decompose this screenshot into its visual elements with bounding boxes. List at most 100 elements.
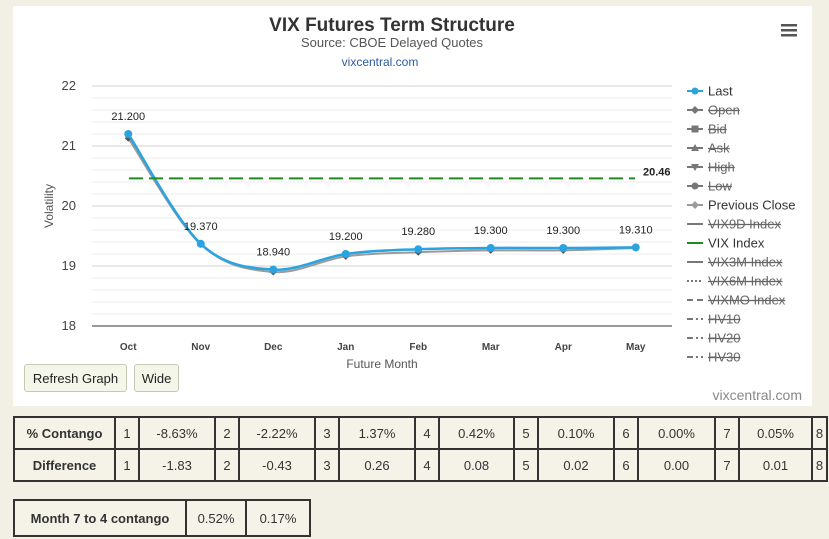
table-cell: 0.00% (637, 416, 716, 450)
last-data-label: 19.280 (401, 226, 435, 238)
difference-row: Difference 1 -1.83 2 -0.43 3 0.26 4 0.08… (13, 448, 828, 482)
difference-label: Difference (13, 448, 116, 482)
table-cell: 0.05% (738, 416, 813, 450)
last-point (486, 244, 495, 252)
table-cell: 8 (811, 448, 828, 482)
contango-row: % Contango 1 -8.63% 2 -2.22% 3 1.37% 4 0… (13, 416, 828, 450)
contango-label: % Contango (13, 416, 116, 450)
table-cell: 7 (714, 448, 740, 482)
legend-item-label: HV10 (708, 312, 741, 327)
legend-item-label: VIX6M Index (708, 274, 783, 289)
last-point (341, 250, 350, 258)
table-cell: 8 (811, 416, 828, 450)
x-axis-title: Future Month (346, 357, 417, 371)
last-data-label: 18.940 (256, 247, 290, 259)
table-cell: 0.10% (537, 416, 615, 450)
y-tick-label: 19 (62, 258, 76, 273)
last-point (124, 130, 133, 138)
table-cell: 6 (613, 448, 639, 482)
month-7-to-4-row: Month 7 to 4 contango 0.52% 0.17% (13, 499, 311, 537)
last-point (559, 244, 568, 252)
legend-item-label: High (708, 160, 735, 175)
site-link[interactable]: vixcentral.com (342, 55, 419, 69)
y-tick-label: 18 (62, 318, 76, 333)
legend-item-label: VIX3M Index (708, 255, 783, 270)
x-tick-label: Nov (191, 342, 210, 353)
legend-item-label: HV20 (708, 331, 741, 346)
y-tick-label: 20 (62, 198, 76, 213)
table-cell: 1 (114, 416, 140, 450)
wide-label: Wide (141, 370, 172, 386)
y-tick-label: 22 (62, 78, 76, 93)
table-cell: -0.43 (238, 448, 316, 482)
legend-item-label: VIXMO Index (708, 293, 786, 308)
x-tick-label: Apr (555, 342, 572, 353)
table-cell: 1.37% (338, 416, 416, 450)
last-point (269, 265, 278, 274)
y-tick-label: 21 (62, 138, 76, 153)
legend-item-label: Open (708, 103, 740, 118)
table-cell: 0.01 (738, 448, 813, 482)
legend-marker-icon (691, 144, 699, 151)
table-cell: 6 (613, 416, 639, 450)
chart-series: 21.200 19.370 18.940 19.200 19.280 19.300 19.3… (111, 111, 671, 276)
legend-item-label: VIX9D Index (708, 217, 781, 232)
x-axis: Oct Nov Dec Jan Feb Mar Apr May (120, 342, 646, 353)
legend-item-label: Low (708, 179, 732, 194)
x-tick-label: Mar (482, 342, 500, 353)
month-7-to-4-table: Month 7 to 4 contango 0.52% 0.17% (13, 499, 311, 537)
vix-term-structure-chart: VIX Futures Term Structure Source: CBOE … (42, 15, 802, 403)
table-cell: 1 (114, 448, 140, 482)
table-cell: 3 (314, 416, 340, 450)
table-cell: 0.17% (245, 499, 311, 537)
chart-panel: VIX Futures Term Structure Source: CBOE … (13, 6, 812, 406)
table-cell: 0.08 (438, 448, 515, 482)
contango-table: % Contango 1 -8.63% 2 -2.22% 3 1.37% 4 0… (13, 416, 828, 482)
legend-marker-icon (691, 182, 699, 190)
x-tick-label: Dec (264, 342, 283, 353)
last-data-label: 19.300 (546, 225, 580, 237)
last-data-label: 19.300 (474, 225, 508, 237)
last-point (414, 245, 423, 254)
refresh-graph-label: Refresh Graph (32, 370, 119, 386)
legend-item-label: VIX Index (708, 236, 765, 251)
x-tick-label: Oct (120, 342, 137, 353)
last-data-label: 21.200 (111, 111, 145, 123)
y-axis-title: Volatility (42, 184, 56, 228)
table-cell: 0.42% (438, 416, 515, 450)
chart-legend[interactable]: Last Open Bid Ask High Low Previous Close VIX9D… (687, 84, 795, 365)
last-data-label: 19.370 (184, 221, 218, 233)
menu-icon[interactable] (781, 24, 797, 37)
table-cell: 5 (513, 416, 539, 450)
legend-marker-icon (691, 106, 699, 114)
legend-item-label: Last (708, 84, 733, 99)
wide-button[interactable]: Wide (134, 364, 179, 392)
table-cell: 3 (314, 448, 340, 482)
table-cell: 4 (414, 416, 440, 450)
legend-marker-icon (691, 125, 699, 133)
x-tick-label: Feb (409, 342, 427, 353)
table-cell: 0.02 (537, 448, 615, 482)
legend-marker-icon (691, 201, 699, 209)
plot-grid (92, 85, 672, 327)
table-cell: 0.26 (338, 448, 416, 482)
last-point (196, 239, 205, 248)
table-cell: 5 (513, 448, 539, 482)
chart-subtitle: Source: CBOE Delayed Quotes (301, 35, 484, 50)
table-cell: 2 (214, 448, 240, 482)
table-cell: 7 (714, 416, 740, 450)
legend-marker-icon (691, 87, 699, 95)
chart-title: VIX Futures Term Structure (269, 15, 515, 36)
refresh-graph-button[interactable]: Refresh Graph (24, 364, 127, 392)
table-cell: 2 (214, 416, 240, 450)
last-data-label: 19.200 (329, 231, 363, 243)
chart-credit[interactable]: vixcentral.com (713, 387, 802, 403)
legend-item-label: Previous Close (708, 198, 795, 213)
month-7-to-4-label: Month 7 to 4 contango (13, 499, 187, 537)
last-point (631, 243, 640, 252)
legend-item-label: HV30 (708, 350, 741, 365)
table-cell: -2.22% (238, 416, 316, 450)
x-tick-label: Jan (337, 342, 354, 353)
table-cell: -1.83 (138, 448, 216, 482)
x-tick-label: May (626, 342, 646, 353)
